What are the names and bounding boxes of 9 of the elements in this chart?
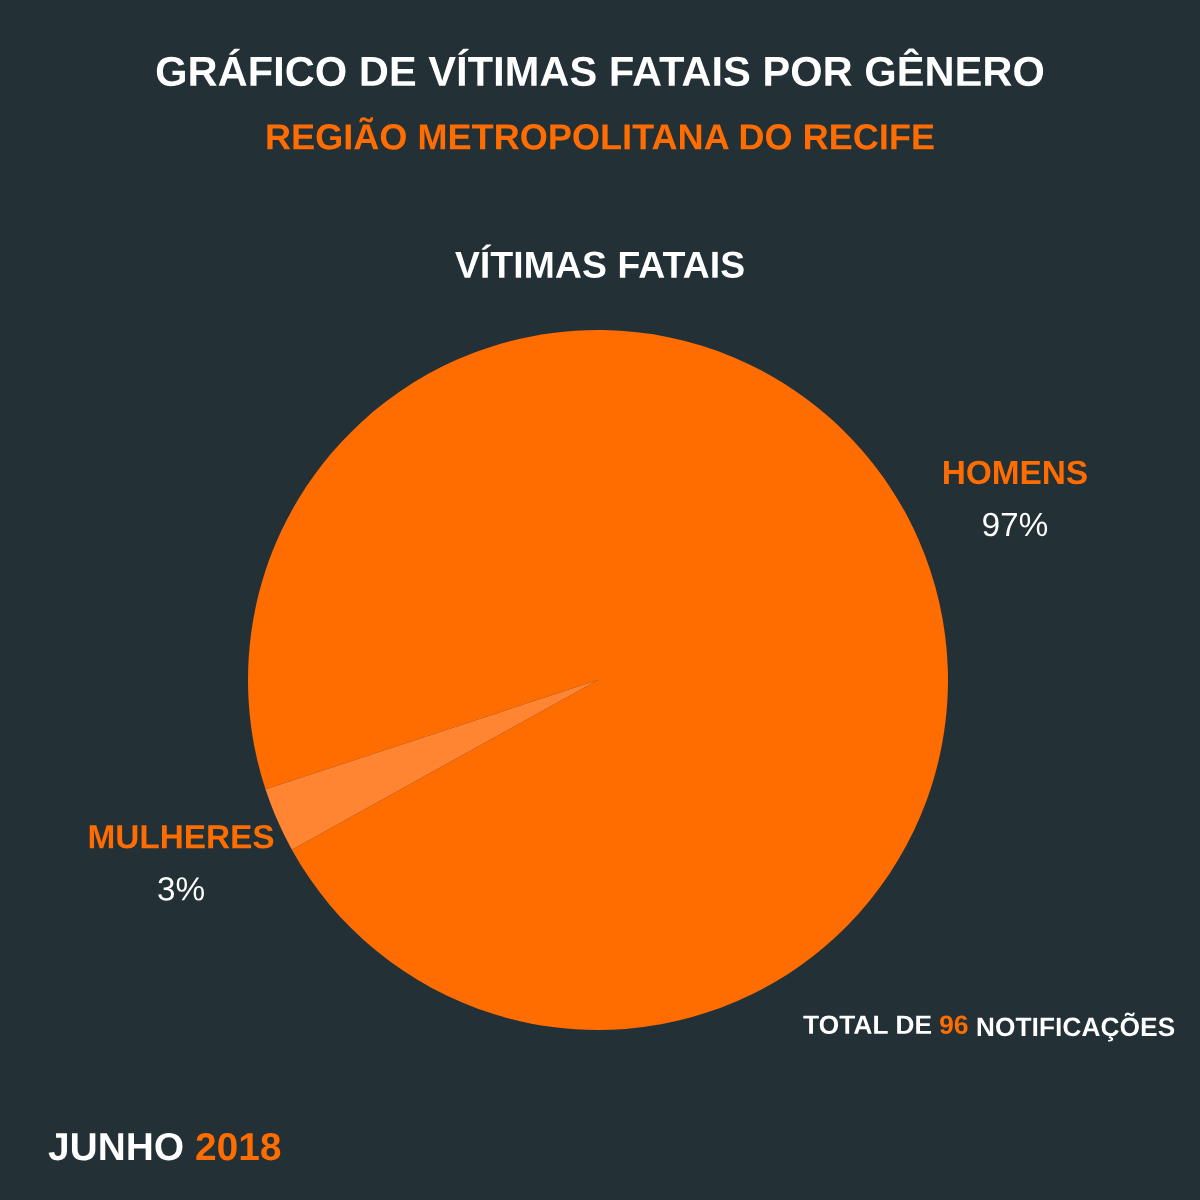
chart-subtitle: REGIÃO METROPOLITANA DO RECIFE (267, 117, 934, 150)
data-label: 3% (158, 877, 204, 901)
text: VÍTIMAS FATAIS (455, 244, 744, 279)
text: JUNHO 2018 (48, 1132, 281, 1161)
text: TOTAL DE 96 NOTIFICAÇÕES (803, 1012, 1175, 1042)
slice-label: MULHERES (89, 824, 274, 849)
data-label: 97% (983, 512, 1048, 537)
chart-title: GRÁFICO DE VÍTIMAS FATAIS POR GÊNERO (156, 48, 1044, 87)
slice-label: HOMENS (944, 460, 1087, 485)
